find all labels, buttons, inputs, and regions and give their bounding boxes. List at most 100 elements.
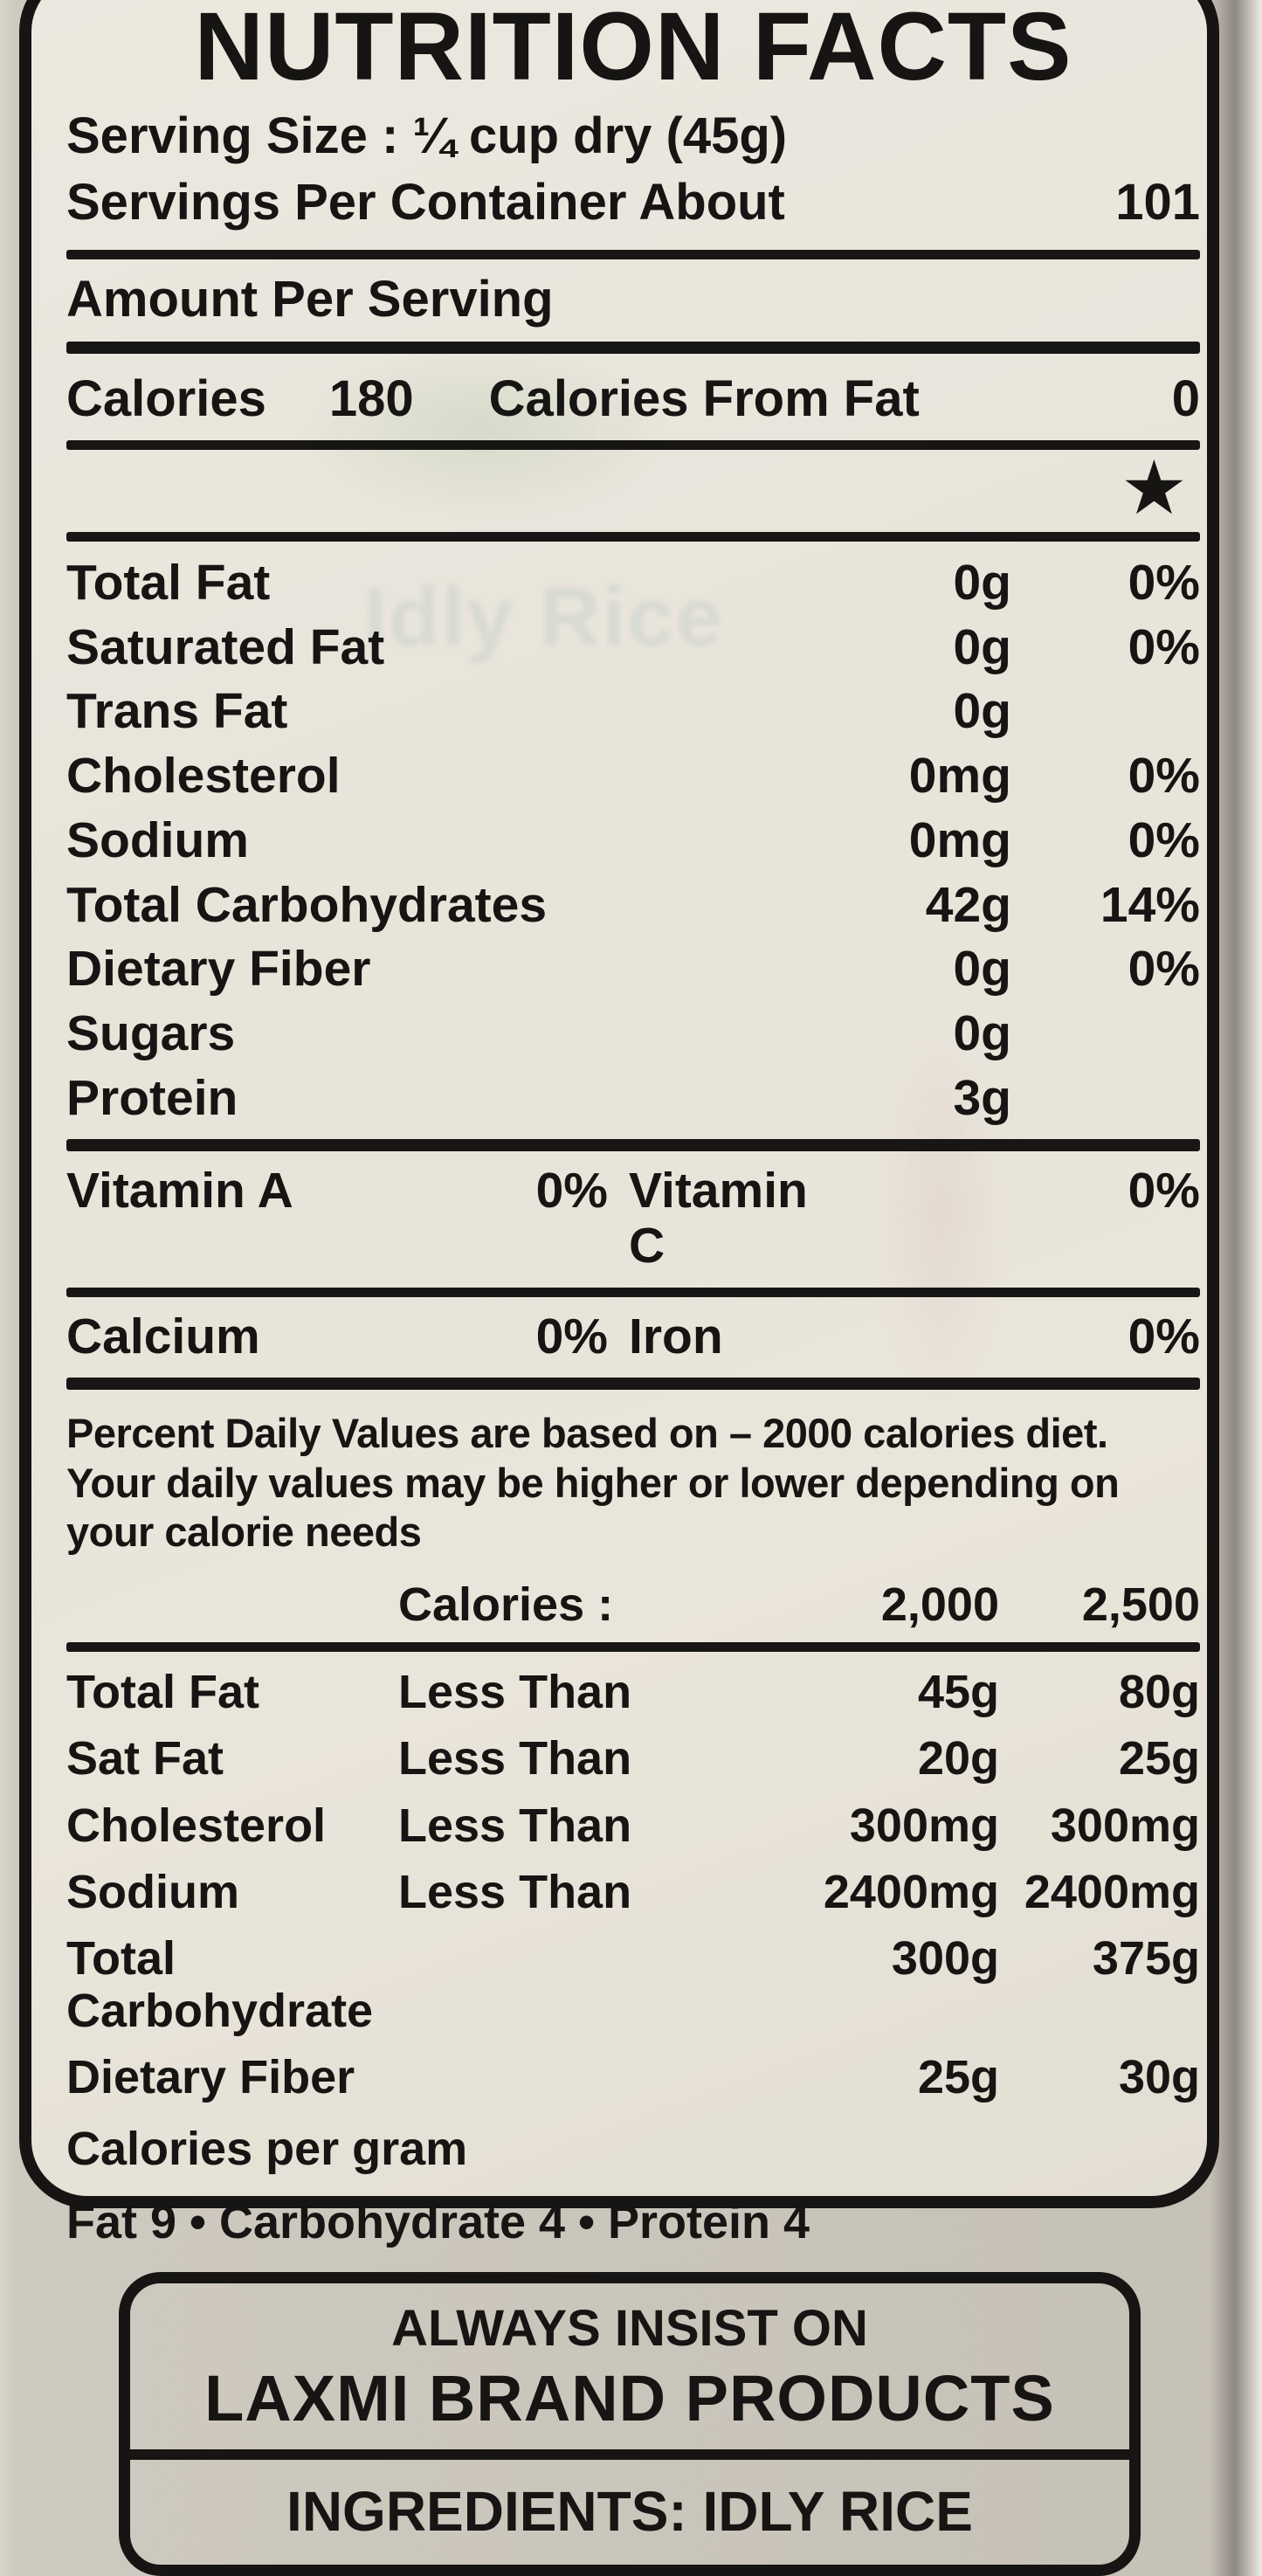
servings-per-container-line: Servings Per Container About 101 <box>66 175 1200 231</box>
nutrient-amount: 0g <box>953 1005 1011 1061</box>
dv-2500-value: 300mg <box>1050 1799 1200 1852</box>
dv-qualifier: Less Than <box>398 1665 632 1718</box>
nutrient-daily-value: 0% <box>1128 811 1200 868</box>
nutrient-daily-value: 0% <box>1128 748 1200 805</box>
daily-value-row: Sat Fat Less Than 20g 25g <box>66 1732 1200 1785</box>
nutrient-daily-value: 0% <box>1128 941 1200 998</box>
nutrient-row: Cholesterol 0mg 0% <box>66 749 1200 804</box>
divider-star <box>66 532 1200 542</box>
dv-header-2000: 2,000 <box>880 1578 999 1632</box>
vitamin-row: Vitamin A 0% Vitamin C 0% <box>66 1163 1200 1274</box>
nutrient-amount: 0mg <box>908 748 1011 805</box>
nutrient-daily-value: 0% <box>1128 618 1200 675</box>
divider-minerals <box>66 1378 1200 1391</box>
footer-box-divider <box>130 2448 1129 2460</box>
dv-2000-value: 300g <box>891 1932 999 1986</box>
dv-2000-value: 2400mg <box>823 1866 999 1919</box>
vitamin-value: 0% <box>535 1308 608 1364</box>
calories-label: Calories <box>66 369 266 427</box>
nutrient-name: Saturated Fat <box>66 618 385 675</box>
nutrient-row: Sodium 0mg 0% <box>66 813 1200 868</box>
vitamin-value: 0% <box>1128 1163 1200 1219</box>
divider-nutrients <box>66 1139 1200 1152</box>
nutrient-name: Protein <box>66 1069 238 1126</box>
divider-amount-per-serving <box>66 341 1200 354</box>
daily-value-footnote: Percent Daily Values are based on – 2000… <box>66 1409 1200 1557</box>
dv-name: Total Carbohydrate <box>66 1932 374 2037</box>
divider-daily-values <box>66 1641 1200 1652</box>
nutrient-daily-value: 14% <box>1100 876 1200 933</box>
daily-values-header-row: Calories : 2,000 2,500 <box>66 1578 1200 1632</box>
dv-2000-value: 25g <box>917 2051 999 2104</box>
vitamin-value: 0% <box>1128 1308 1200 1364</box>
dv-2500-value: 375g <box>1092 1932 1200 1986</box>
daily-value-row: Total Carbohydrate 300g 375g <box>66 1933 1200 2037</box>
dv-name: Total Fat <box>66 1665 259 1718</box>
dv-qualifier: Less Than <box>398 1866 632 1919</box>
dv-2000-value: 300mg <box>849 1799 999 1852</box>
star-icon: ★ <box>1120 446 1188 531</box>
nutrient-name: Trans Fat <box>66 683 288 740</box>
dv-2500-value: 2400mg <box>1024 1866 1200 1919</box>
calories-per-gram-label: Calories per gram <box>66 2122 468 2175</box>
nutrient-row: Trans Fat 0g <box>66 684 1200 739</box>
calories-value: 180 <box>328 369 414 427</box>
nutrient-name: Dietary Fiber <box>66 941 371 998</box>
nutrient-name: Sodium <box>66 811 249 868</box>
vitamin-value: 0% <box>535 1163 608 1219</box>
ghost-brand-logo-print <box>293 342 669 517</box>
nutrient-row: Saturated Fat 0g 0% <box>66 620 1200 675</box>
dv-name: Sat Fat <box>66 1732 224 1785</box>
divider-header <box>66 249 1200 259</box>
footnote-line: Your daily values may be higher or lower… <box>66 1459 1120 1506</box>
brand-slogan-line2: LAXMI BRAND PRODUCTS <box>204 2361 1055 2434</box>
daily-value-row: Cholesterol Less Than 300mg 300mg <box>66 1799 1200 1852</box>
nutrient-row: Protein 3g <box>66 1069 1200 1126</box>
label-content: NUTRITION FACTS Serving Size : ¼ cup dry… <box>31 0 1207 2576</box>
nutrient-row: Dietary Fiber 0g 0% <box>66 942 1200 997</box>
nutrient-amount: 0g <box>953 555 1011 611</box>
dv-qualifier: Less Than <box>398 1799 632 1852</box>
vitamin-row: Calcium 0% Iron 0% <box>66 1309 1200 1364</box>
nutrient-row: Total Fat 0g 0% <box>66 556 1200 611</box>
daily-value-row: Total Fat Less Than 45g 80g <box>66 1665 1200 1718</box>
calories-per-gram-detail: Fat 9 • Carbohydrate 4 • Protein 4 <box>66 2195 810 2248</box>
dv-2000-value: 45g <box>917 1665 999 1718</box>
brand-slogan-line1: ALWAYS INSIST ON <box>391 2299 868 2357</box>
nutrient-amount: 0g <box>953 683 1011 740</box>
star-row: ★ <box>66 451 1200 526</box>
ingredients-line: INGREDIENTS: IDLY RICE <box>286 2479 973 2543</box>
vitamin-name: Vitamin A <box>66 1163 293 1219</box>
dv-header-2500: 2,500 <box>1081 1578 1200 1632</box>
nutrient-name: Sugars <box>66 1005 236 1061</box>
nutrient-name: Total Carbohydrates <box>66 876 548 933</box>
nutrient-amount: 0mg <box>908 811 1011 868</box>
divider-vitamins <box>66 1287 1200 1297</box>
servings-per-container-label: Servings Per Container About <box>66 173 785 231</box>
dv-2500-value: 25g <box>1118 1732 1200 1785</box>
nutrient-row: Total Carbohydrates 42g 14% <box>66 876 1200 933</box>
footnote-line: Percent Daily Values are based on – 2000… <box>66 1410 1108 1457</box>
vitamin-name: Vitamin C <box>629 1163 808 1274</box>
dv-name: Cholesterol <box>66 1799 327 1852</box>
vitamin-name: Iron <box>629 1308 723 1364</box>
dv-header-calories-label: Calories : <box>398 1578 614 1632</box>
dv-2000-value: 20g <box>917 1732 999 1785</box>
amount-per-serving-heading: Amount Per Serving <box>66 270 554 328</box>
dv-name: Dietary Fiber <box>66 2051 355 2104</box>
calories-from-fat-value: 0 <box>1171 369 1200 427</box>
label-title: NUTRITION FACTS <box>194 0 1072 100</box>
vitamin-name: Calcium <box>66 1308 260 1364</box>
calories-from-fat-label: Calories From Fat <box>488 369 920 427</box>
ghost-ink-smudge <box>875 1024 1006 1399</box>
nutrient-name: Total Fat <box>66 555 271 611</box>
daily-value-row: Sodium Less Than 2400mg 2400mg <box>66 1866 1200 1919</box>
footnote-line: your calorie needs <box>66 1509 422 1556</box>
dv-qualifier: Less Than <box>398 1732 632 1785</box>
nutrient-amount: 0g <box>953 618 1011 675</box>
divider-calories <box>66 440 1200 451</box>
dv-2500-value: 80g <box>1118 1665 1200 1718</box>
dv-name: Sodium <box>66 1866 239 1919</box>
nutrient-amount: 42g <box>925 876 1011 933</box>
serving-size-line: Serving Size : ¼ cup dry (45g) <box>66 107 788 165</box>
